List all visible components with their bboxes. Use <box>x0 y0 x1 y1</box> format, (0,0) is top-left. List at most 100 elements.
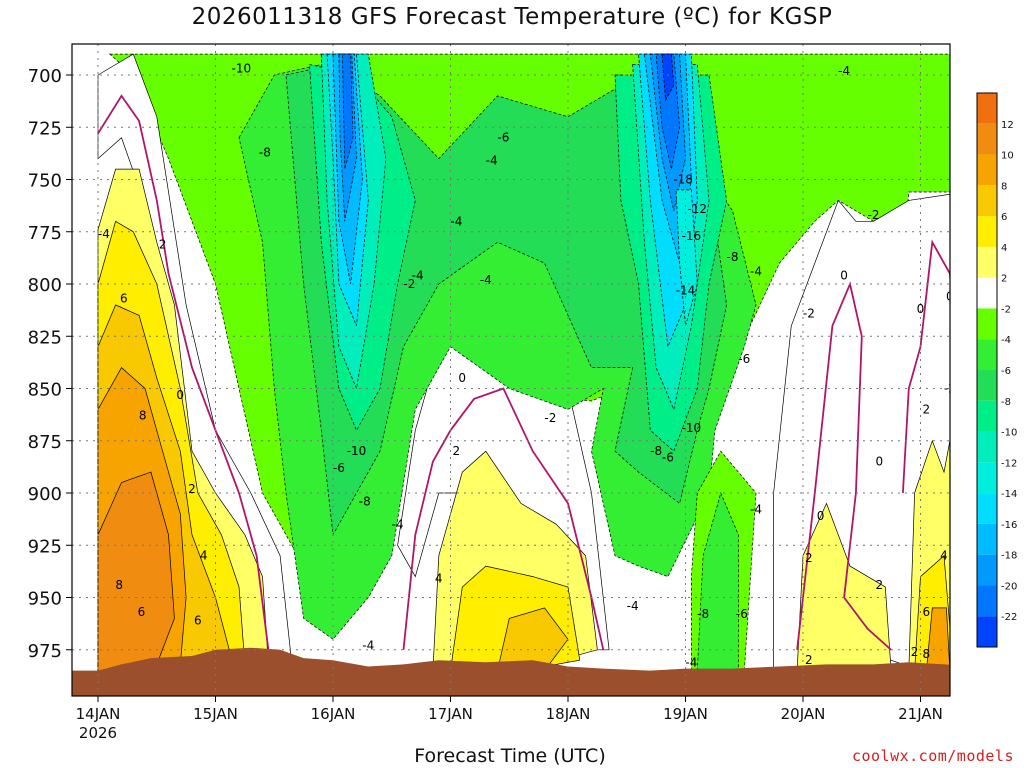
y-tick-label-8: 900 <box>28 484 62 505</box>
contour-label-46: -2 <box>868 208 880 222</box>
colorbar-swatch-16 <box>977 585 997 617</box>
contour-label-31: -12 <box>687 202 707 216</box>
y-tick-label-2: 750 <box>28 171 62 192</box>
contour-label-11: -8 <box>259 145 271 159</box>
x-year-label: 2026 <box>79 724 117 742</box>
contour-label-16: -4 <box>362 639 374 653</box>
plot-frame <box>71 43 951 697</box>
contour-label-27: -4 <box>627 599 639 613</box>
y-tick-label-5: 825 <box>28 327 62 348</box>
colorbar-label-3: 6 <box>1001 212 1007 223</box>
contour-label-45: -2 <box>950 170 962 184</box>
colorbar-swatch-13 <box>977 493 997 524</box>
y-tick-label-3: 775 <box>28 223 62 244</box>
colorbar-swatch-5 <box>977 246 997 278</box>
contour-label-55: 2 <box>805 551 813 565</box>
zero-isotherm-0 <box>97 94 270 650</box>
contour-label-5: 6 <box>138 605 146 619</box>
x-tick-label-7: 21JAN <box>898 705 943 723</box>
contour-label-24: -6 <box>497 131 509 145</box>
colorbar-swatch-12 <box>977 462 997 494</box>
credit-link[interactable]: coolwx.com/models <box>851 747 1014 765</box>
y-axis: 700 725 750 775 800 825 850 875 900 925 950 975 <box>28 66 72 662</box>
contour-label-33: -14 <box>676 283 696 297</box>
y-tick-label-7: 875 <box>28 432 62 453</box>
contour-label-17: -4 <box>412 269 424 283</box>
zero-isotherm-2 <box>796 281 892 651</box>
contour-label-59: 2 <box>805 653 813 667</box>
contour-label-42: -4 <box>838 64 850 78</box>
contour-label-1: 2 <box>159 237 167 251</box>
colorbar-label-9: -8 <box>1001 397 1011 408</box>
colorbar-swatch-8 <box>977 339 997 370</box>
contour-label-60: 2 <box>911 645 919 659</box>
contour-label-56: 2 <box>876 578 884 592</box>
colorbar-swatch-1 <box>977 123 997 155</box>
contour-label-9: 6 <box>194 613 202 627</box>
colorbar-label-2: 8 <box>1001 181 1007 192</box>
contour-label-38: -4 <box>750 264 762 278</box>
y-tick-label-6: 850 <box>28 380 62 401</box>
contour-label-28: -8 <box>650 444 662 458</box>
contour-label-19: -4 <box>450 214 462 228</box>
colorbar-label-5: 2 <box>1001 274 1007 285</box>
contour-label-37: -8 <box>727 250 739 264</box>
colorbar-swatch-0 <box>977 93 997 124</box>
contour-label-2: 6 <box>120 292 128 306</box>
contour-label-34: -10 <box>682 421 702 435</box>
x-tick-label-5: 19JAN <box>663 705 708 723</box>
colorbar-swatch-10 <box>977 400 997 432</box>
x-tick-label-4: 18JAN <box>546 705 591 723</box>
contour-label-58: 6 <box>923 605 931 619</box>
colorbar-swatch-7 <box>977 308 997 340</box>
colorbar-label-16: -22 <box>1001 612 1017 623</box>
contour-label-41: -6 <box>736 607 748 621</box>
colorbar-label-0: 12 <box>1001 120 1014 131</box>
contour-label-32: -16 <box>682 229 702 243</box>
colorbar-swatch-6 <box>977 277 997 309</box>
colorbar-label-14: -18 <box>1001 551 1017 562</box>
contour-label-10: -10 <box>232 62 252 76</box>
contour-label-0: -4 <box>98 227 110 241</box>
x-tick-label-3: 17JAN <box>428 705 473 723</box>
temperature-region-30 <box>661 53 675 102</box>
contour-label-43: -6 <box>883 26 895 40</box>
y-tick-label-10: 950 <box>28 589 62 610</box>
contour-label-21: 0 <box>458 371 466 385</box>
contour-label-15: -4 <box>392 517 404 531</box>
colorbar-swatch-2 <box>977 154 997 186</box>
colorbar-label-8: -6 <box>1001 366 1011 377</box>
colorbar-label-1: 10 <box>1001 151 1014 162</box>
contour-label-47: -2 <box>803 306 815 320</box>
colorbar-swatch-15 <box>977 554 997 586</box>
colorbar-label-15: -20 <box>1001 581 1017 592</box>
contour-label-49: 0 <box>917 302 925 316</box>
contour-label-23: 4 <box>435 572 443 586</box>
contour-label-20: -4 <box>480 273 492 287</box>
colorbar-swatch-11 <box>977 431 997 463</box>
contour-label-6: 0 <box>176 388 184 402</box>
colorbar-swatch-4 <box>977 216 997 247</box>
y-tick-label-9: 925 <box>28 536 62 557</box>
contour-label-36: -4 <box>685 655 697 669</box>
temperature-region-29 <box>655 53 680 170</box>
temperature-fills <box>97 53 950 682</box>
x-tick-label-6: 20JAN <box>781 705 826 723</box>
contour-labels: -4268860246-10-8-6-10-8-4-4-4-2-4-4024-6… <box>98 26 962 670</box>
colorbar: 12 10 8 6 4 2 -2 -4 -6 -8 -10 -12 -14 -16 -18 -20 -22 <box>976 92 1017 648</box>
colorbar-label-4: 4 <box>1001 243 1007 254</box>
contour-label-35: -8 <box>697 607 709 621</box>
colorbar-label-11: -12 <box>1001 458 1017 469</box>
contour-label-26: -2 <box>544 411 556 425</box>
contour-label-30: -18 <box>673 173 693 187</box>
terrain-layer <box>72 647 950 696</box>
contour-label-3: 8 <box>139 409 147 423</box>
zero-isotherm-1 <box>402 387 605 650</box>
contour-label-14: -8 <box>359 494 371 508</box>
terrain-surface <box>72 647 950 696</box>
y-tick-label-0: 700 <box>28 66 62 87</box>
y-tick-label-1: 725 <box>28 118 62 139</box>
colorbar-swatch-14 <box>977 523 997 555</box>
contour-label-29: -6 <box>662 450 674 464</box>
